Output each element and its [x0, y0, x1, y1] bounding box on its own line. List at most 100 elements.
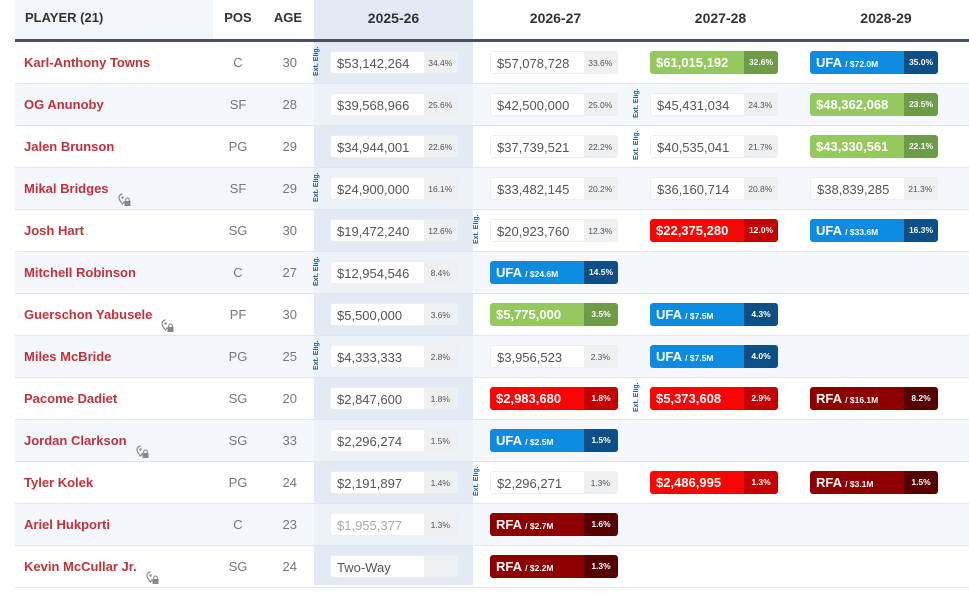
header-pos[interactable]: POS [224, 10, 252, 25]
cap-percentage: 23.5% [904, 93, 938, 116]
free-agent-type: UFA [816, 223, 842, 238]
player-name[interactable]: Miles McBride [24, 349, 112, 364]
cap-percentage: 12.3% [583, 220, 617, 241]
player-name[interactable]: Mikal Bridges [24, 181, 109, 196]
salary-cell-2025-26[interactable]: $2,191,897 1.4% [330, 471, 458, 494]
salary-cell-2026-27[interactable]: UFA / $24.6M 14.5% [490, 261, 618, 284]
salary-cell-2027-28[interactable]: $2,486,995 1.3% [650, 471, 778, 494]
player-name-link[interactable]: Josh Hart [24, 210, 84, 251]
table-row: Pacome Dadiet SG 20 Ext. Elig. $2,847,600… [15, 378, 969, 420]
salary-cell-2027-28[interactable]: $45,431,034 24.3% [650, 93, 778, 116]
salary-amount: RFA / $2.7M [490, 513, 584, 536]
location-lock-icon [145, 560, 159, 584]
salary-cell-2027-28[interactable]: $40,535,041 21.7% [650, 135, 778, 158]
salary-cell-2026-27[interactable]: $42,500,000 25.0% [490, 93, 618, 116]
salary-cell-2026-27[interactable]: $20,923,760 12.3% [490, 219, 618, 242]
free-agent-type: UFA [496, 265, 522, 280]
salary-cell-2028-29[interactable]: RFA / $3.1M 1.5% [810, 471, 938, 494]
salary-cell-2026-27[interactable]: $57,078,728 33.6% [490, 51, 618, 74]
salary-cell-2026-27[interactable]: $5,775,000 3.5% [490, 303, 618, 326]
salary-cell-2027-28[interactable]: $61,015,192 32.6% [650, 51, 778, 74]
player-name-link[interactable]: Ariel Hukporti [24, 504, 110, 545]
player-name-link[interactable]: OG Anunoby [24, 84, 104, 125]
header-player[interactable]: PLAYER (21) [15, 0, 213, 39]
player-name[interactable]: Jalen Brunson [24, 139, 115, 154]
header-2026-27[interactable]: 2026-27 [529, 10, 582, 26]
salary-cell-2028-29[interactable]: $38,839,285 21.3% [810, 177, 938, 200]
salary-cell-2028-29[interactable]: $43,330,561 22.1% [810, 135, 938, 158]
salary-cell-2025-26[interactable]: Two-Way [330, 555, 458, 578]
cap-percentage: 24.3% [743, 94, 777, 115]
salary-cell-2025-26[interactable]: $2,296,274 1.5% [330, 429, 458, 452]
player-name[interactable]: Jordan Clarkson [24, 433, 127, 448]
player-name-link[interactable]: Kevin McCullar Jr. [24, 546, 159, 587]
player-name-link[interactable]: Guerschon Yabusele [24, 294, 174, 335]
player-name[interactable]: Guerschon Yabusele [24, 307, 153, 322]
salary-value: $36,160,714 [657, 182, 730, 197]
salary-cell-2025-26[interactable]: $1,955,377 1.3% [330, 513, 458, 536]
salary-cell-2025-26[interactable]: $2,847,600 1.8% [330, 387, 458, 410]
cap-percentage: 8.2% [904, 387, 938, 410]
salary-cell-2025-26[interactable]: $34,944,001 22.6% [330, 135, 458, 158]
player-name[interactable]: Karl-Anthony Towns [24, 55, 151, 70]
cap-percentage: 16.1% [423, 178, 457, 199]
salary-cell-2027-28[interactable]: UFA / $7.5M 4.3% [650, 303, 778, 326]
salary-cell-2027-28[interactable]: $36,160,714 20.8% [650, 177, 778, 200]
salary-value: $2,983,680 [496, 391, 562, 406]
salary-cell-2025-26[interactable]: $12,954,546 8.4% [330, 261, 458, 284]
salary-value: $2,847,600 [337, 392, 403, 407]
header-age[interactable]: AGE [273, 10, 303, 25]
salary-value: $34,944,001 [337, 140, 410, 155]
salary-cell-2028-29[interactable]: UFA / $33.6M 16.3% [810, 219, 938, 242]
player-name[interactable]: Tyler Kolek [24, 475, 94, 490]
player-name[interactable]: Kevin McCullar Jr. [24, 559, 137, 574]
salary-cell-2027-28[interactable]: UFA / $7.5M 4.0% [650, 345, 778, 368]
salary-cell-2025-26[interactable]: $39,568,966 25.6% [330, 93, 458, 116]
salary-cell-2025-26[interactable]: $24,900,000 16.1% [330, 177, 458, 200]
salary-cell-2026-27[interactable]: UFA / $2.5M 1.5% [490, 429, 618, 452]
cap-percentage: 1.5% [423, 430, 457, 451]
cap-percentage: 1.5% [904, 471, 938, 494]
player-name-link[interactable]: Mitchell Robinson [24, 252, 136, 293]
player-age: 28 [282, 97, 297, 112]
player-name-link[interactable]: Mikal Bridges [24, 168, 131, 209]
player-name[interactable]: Ariel Hukporti [24, 517, 110, 532]
salary-cell-2025-26[interactable]: $53,142,264 34.4% [330, 51, 458, 74]
header-2028-29[interactable]: 2028-29 [860, 10, 912, 26]
salary-cell-2026-27[interactable]: $2,296,271 1.3% [490, 471, 618, 494]
player-name[interactable]: Mitchell Robinson [24, 265, 136, 280]
player-name-link[interactable]: Jordan Clarkson [24, 420, 149, 461]
player-age: 30 [282, 307, 297, 322]
salary-cell-2028-29[interactable]: $48,362,068 23.5% [810, 93, 938, 116]
salary-cell-2026-27[interactable]: $37,739,521 22.2% [490, 135, 618, 158]
salary-cell-2026-27[interactable]: $2,983,680 1.8% [490, 387, 618, 410]
cap-percentage: 21.7% [743, 136, 777, 157]
table-row: Guerschon Yabusele PF 30 $5,500,000 3.6%… [15, 294, 969, 336]
player-name-link[interactable]: Pacome Dadiet [24, 378, 117, 419]
salary-cell-2026-27[interactable]: $33,482,145 20.2% [490, 177, 618, 200]
salary-cell-2025-26[interactable]: $4,333,333 2.8% [330, 345, 458, 368]
player-name-link[interactable]: Miles McBride [24, 336, 111, 377]
salary-cell-2026-27[interactable]: RFA / $2.2M 1.3% [490, 555, 618, 578]
salary-amount: $2,191,897 [331, 472, 424, 493]
salary-cell-2025-26[interactable]: $5,500,000 3.6% [330, 303, 458, 326]
salary-cell-2026-27[interactable]: $3,956,523 2.3% [490, 345, 618, 368]
player-name[interactable]: Pacome Dadiet [24, 391, 118, 406]
salary-cell-2027-28[interactable]: $5,373,608 2.9% [650, 387, 778, 410]
header-2027-28[interactable]: 2027-28 [694, 10, 747, 26]
salary-cell-2027-28[interactable]: $22,375,280 12.0% [650, 219, 778, 242]
player-name[interactable]: Josh Hart [24, 223, 84, 238]
header-2025-26[interactable]: 2025-26 [367, 10, 420, 26]
player-name-link[interactable]: Karl-Anthony Towns [24, 42, 150, 83]
player-name-link[interactable]: Jalen Brunson [24, 126, 114, 167]
table-row: Ariel Hukporti C 23 $1,955,377 1.3% RFA … [15, 504, 969, 546]
player-name[interactable]: OG Anunoby [24, 97, 104, 112]
salary-cell-2026-27[interactable]: RFA / $2.7M 1.6% [490, 513, 618, 536]
salary-value: $33,482,145 [497, 182, 570, 197]
salary-cell-2028-29[interactable]: UFA / $72.0M 35.0% [810, 51, 938, 74]
salary-cell-2028-29[interactable]: RFA / $16.1M 8.2% [810, 387, 938, 410]
extension-eligible-tag: Ext. Elig. [633, 88, 640, 118]
salary-amount: $2,847,600 [331, 388, 424, 409]
salary-cell-2025-26[interactable]: $19,472,240 12.6% [330, 219, 458, 242]
player-name-link[interactable]: Tyler Kolek [24, 462, 93, 503]
